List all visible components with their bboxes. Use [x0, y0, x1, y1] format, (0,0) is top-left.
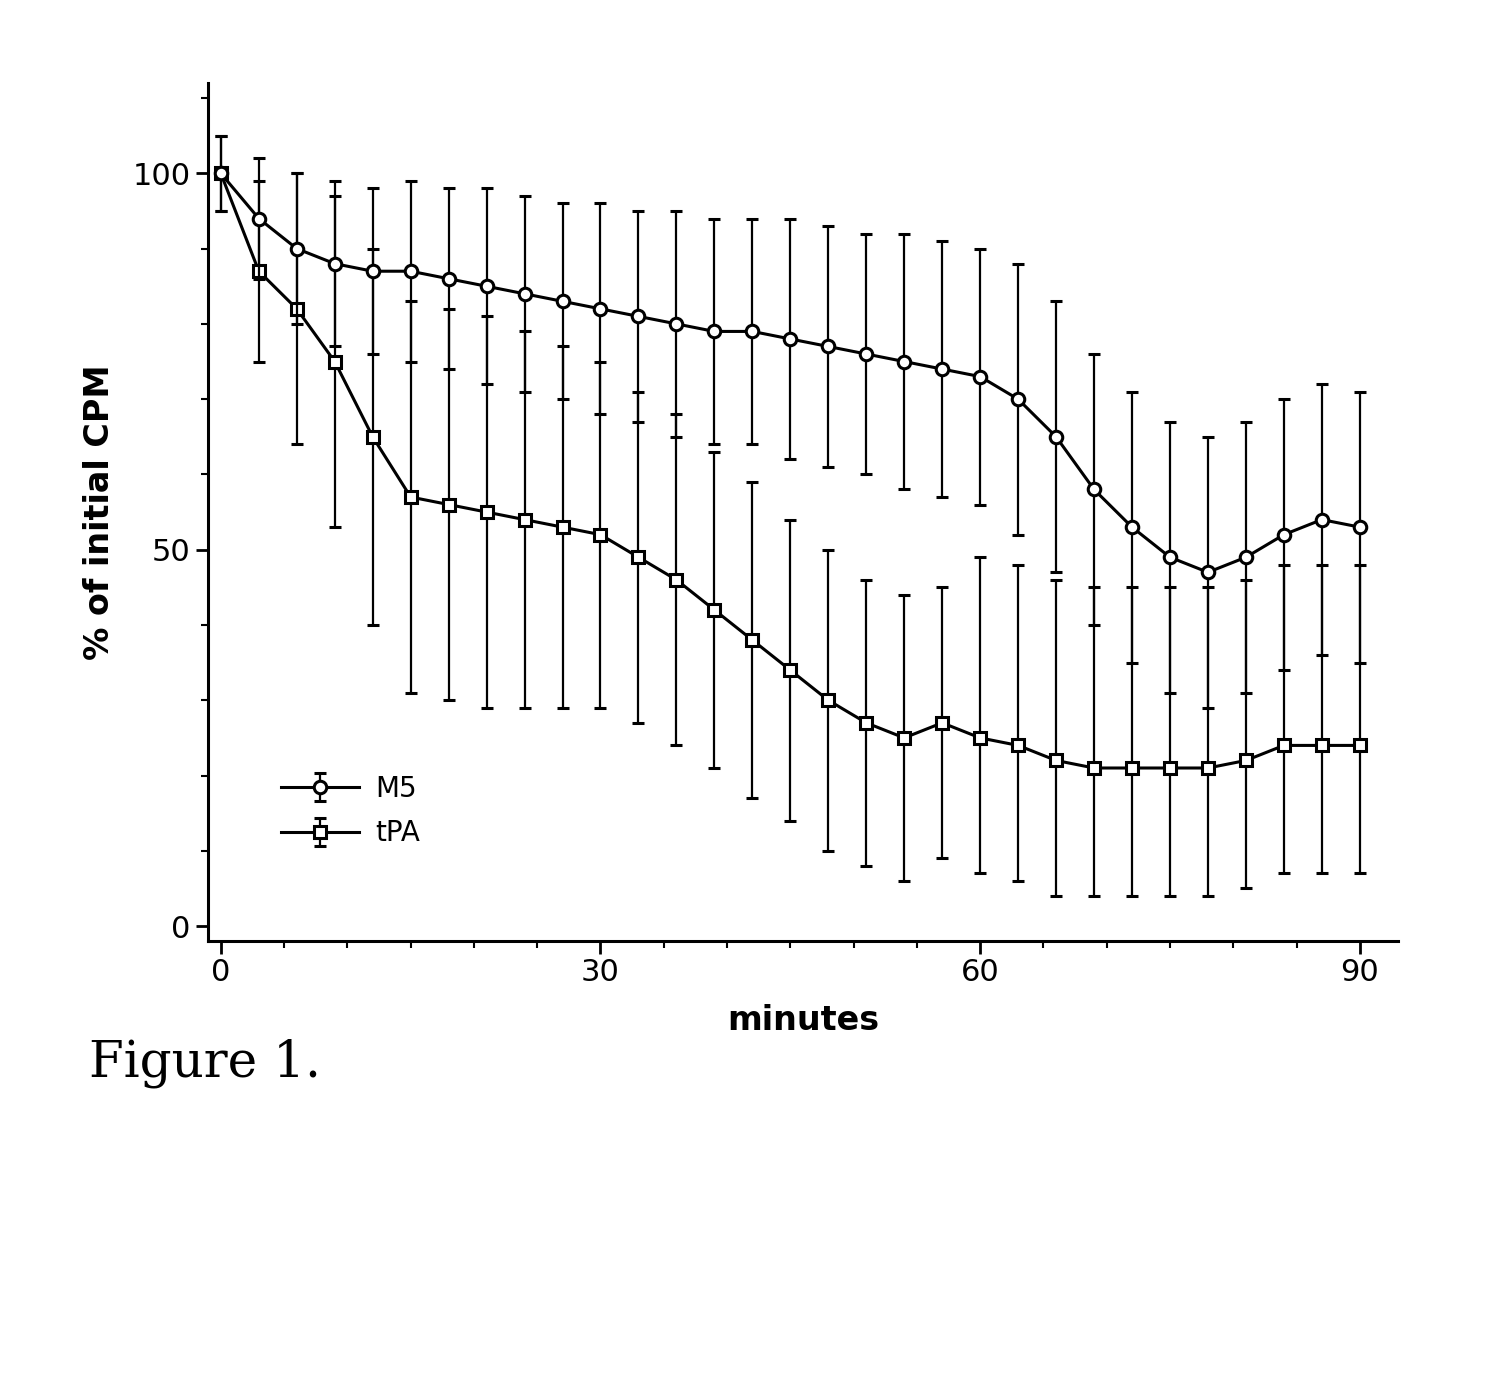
X-axis label: minutes: minutes	[727, 1005, 879, 1037]
Y-axis label: % of initial CPM: % of initial CPM	[83, 364, 116, 660]
Legend: M5, tPA: M5, tPA	[269, 764, 431, 858]
Text: Figure 1.: Figure 1.	[89, 1038, 321, 1088]
